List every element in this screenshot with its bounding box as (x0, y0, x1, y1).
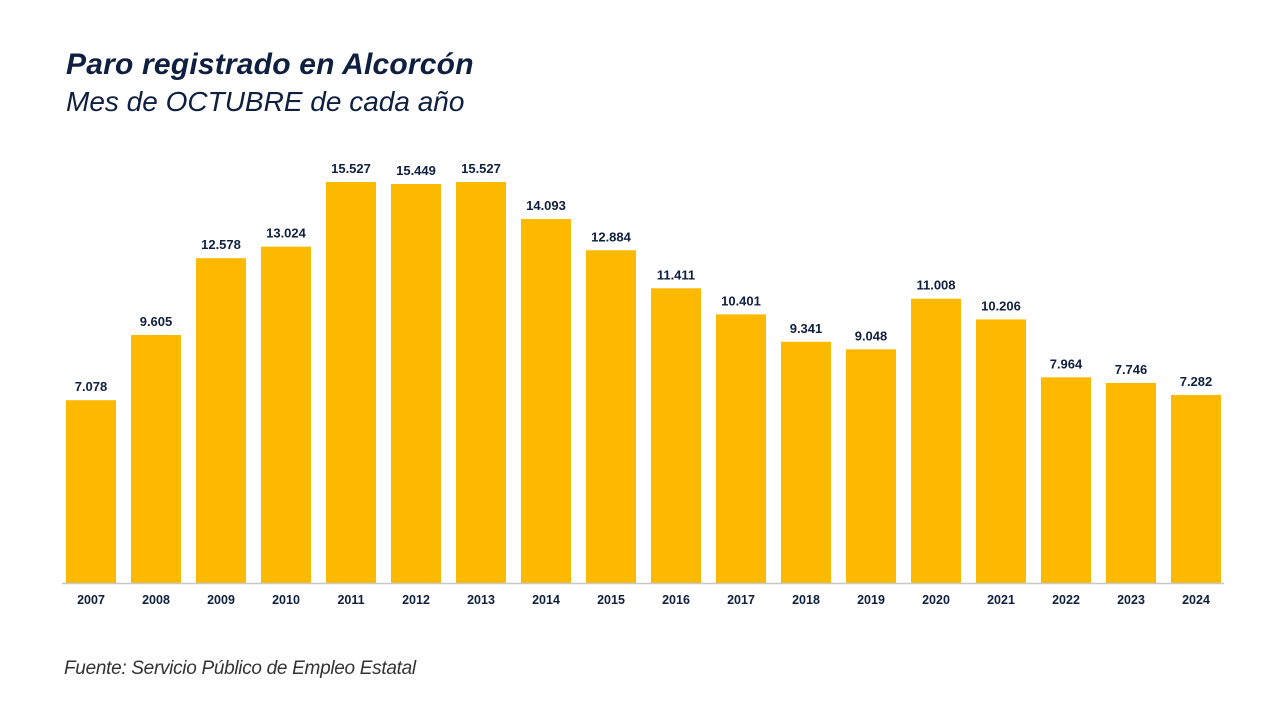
chart-subtitle: Mes de OCTUBRE de cada año (66, 86, 465, 117)
data-label: 15.527 (461, 161, 501, 176)
x-tick-label: 2022 (1052, 593, 1080, 607)
data-label: 13.024 (266, 226, 307, 241)
x-tick-label: 2020 (922, 593, 950, 607)
data-label: 11.008 (916, 278, 955, 293)
data-label: 7.746 (1115, 362, 1148, 377)
x-tick-label: 2009 (207, 593, 235, 607)
data-label: 15.449 (396, 163, 436, 178)
bar-2016 (651, 288, 701, 583)
bar-2022 (1041, 377, 1091, 583)
bar-2015 (586, 250, 636, 584)
x-tick-label: 2015 (597, 593, 625, 607)
source-note: Fuente: Servicio Público de Empleo Estat… (64, 658, 416, 679)
data-label: 11.411 (657, 267, 695, 282)
bar-2013 (456, 182, 506, 583)
bar-2021 (976, 319, 1026, 583)
x-tick-label: 2019 (857, 593, 885, 607)
x-tick-label: 2021 (987, 593, 1015, 607)
x-tick-label: 2010 (272, 593, 300, 607)
bar-2012 (391, 184, 441, 584)
bar-2011 (326, 182, 376, 583)
bar-2010 (261, 246, 311, 583)
x-tick-label: 2013 (467, 593, 495, 607)
x-tick-label: 2012 (402, 593, 430, 607)
x-tick-label: 2023 (1117, 593, 1145, 607)
bar-2020 (911, 298, 961, 583)
x-tick-label: 2017 (727, 593, 755, 607)
bar-2019 (846, 349, 896, 583)
data-label: 12.884 (591, 229, 632, 244)
bar-2014 (521, 219, 571, 583)
x-tick-label: 2016 (662, 593, 690, 607)
x-tick-label: 2014 (532, 593, 560, 607)
data-label: 7.078 (75, 379, 108, 394)
data-label: 10.401 (721, 293, 761, 308)
bar-2024 (1171, 394, 1221, 583)
data-label: 14.093 (526, 198, 566, 213)
bar-2017 (716, 314, 766, 583)
data-label: 9.341 (790, 321, 823, 336)
data-label: 7.964 (1050, 356, 1083, 371)
bar-2018 (781, 341, 831, 583)
data-label: 12.578 (201, 237, 241, 252)
x-tick-label: 2008 (142, 593, 170, 607)
data-label: 10.206 (981, 298, 1021, 313)
bar-2009 (196, 258, 246, 583)
data-label: 15.527 (331, 161, 371, 176)
data-label: 9.048 (855, 328, 888, 343)
x-tick-label: 2007 (77, 593, 105, 607)
bar-2023 (1106, 382, 1156, 583)
x-tick-label: 2011 (337, 593, 364, 607)
data-label: 9.605 (140, 314, 173, 329)
x-tick-label: 2018 (792, 593, 820, 607)
data-label: 7.282 (1180, 374, 1213, 389)
bar-2008 (131, 334, 181, 583)
chart-title: Paro registrado en Alcorcón (66, 48, 474, 81)
bar-2007 (66, 400, 116, 583)
x-tick-label: 2024 (1182, 593, 1210, 607)
